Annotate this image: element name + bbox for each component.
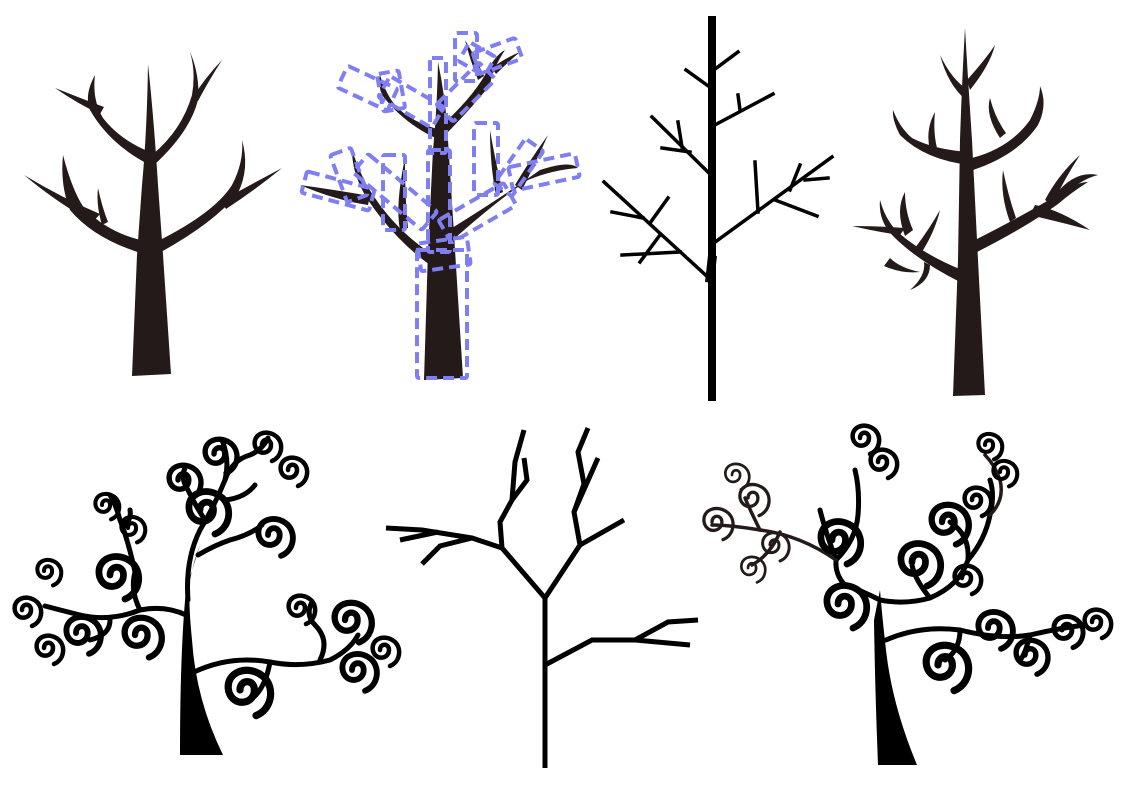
tree-4[interactable] — [852, 28, 1098, 396]
selection-box — [472, 121, 500, 197]
selection-box — [471, 36, 524, 76]
selection-box — [426, 148, 452, 254]
selection-box — [336, 64, 399, 113]
selection-box — [457, 40, 497, 78]
selection-box — [351, 152, 439, 232]
tree-7[interactable] — [702, 426, 1111, 765]
tree-2-selection-outlines — [299, 31, 582, 380]
selection-box — [328, 146, 370, 204]
tree-6[interactable] — [385, 427, 699, 768]
selection-box — [415, 234, 473, 274]
selection-box — [375, 68, 407, 114]
tree-3[interactable] — [601, 16, 835, 401]
tree-1[interactable] — [24, 52, 282, 376]
selection-box — [492, 137, 545, 198]
selection-box — [428, 56, 448, 155]
selection-box — [299, 169, 377, 213]
selection-box — [506, 151, 582, 193]
selection-box — [453, 31, 479, 83]
selection-box — [381, 153, 407, 232]
selection-box — [376, 74, 446, 130]
tree-5[interactable] — [15, 433, 400, 755]
selection-box — [437, 181, 518, 245]
